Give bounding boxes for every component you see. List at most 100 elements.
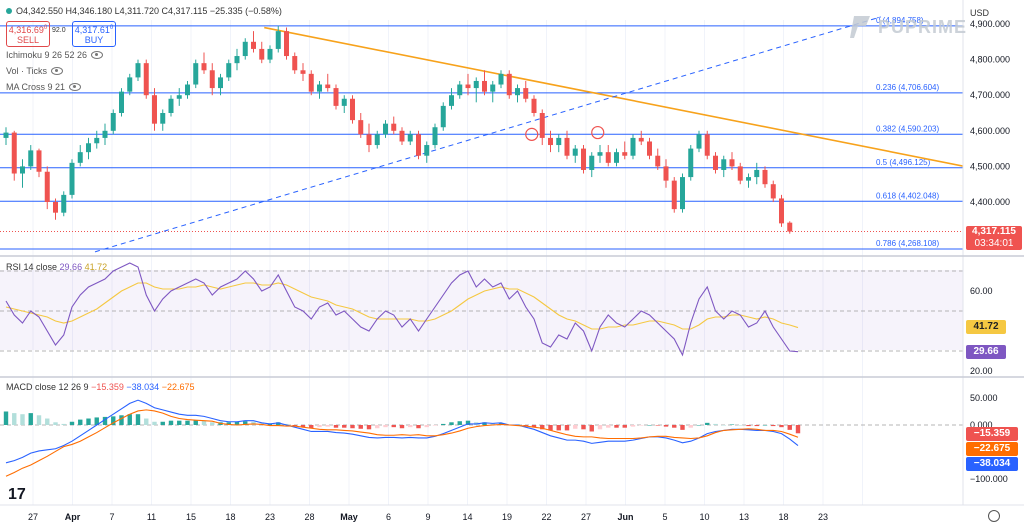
macd-hist-bar [45, 418, 50, 425]
macd-hist-bar [276, 422, 281, 425]
currency-label: USD [970, 8, 990, 18]
macd-hist-bar [36, 415, 42, 425]
buy-sup: 0 [109, 25, 114, 31]
candle-body [531, 98, 537, 113]
candle-body [28, 150, 34, 167]
macd-hist-bar [441, 423, 446, 425]
candle-body [110, 113, 116, 131]
fib-label: 0.382 (4,590.203) [876, 124, 939, 133]
macd-hist-bar [12, 413, 17, 425]
candle-body [432, 127, 438, 146]
macd-hist-bar [663, 425, 669, 427]
sell-sup: 0 [43, 25, 48, 31]
macd-hist-bar [540, 425, 545, 430]
candle-body [77, 152, 83, 163]
candle-body [102, 130, 108, 138]
candle-body [605, 152, 611, 163]
macd-hist-bar [597, 425, 603, 430]
candle-body [655, 155, 661, 167]
price-tick-label: 4,600.000 [970, 126, 1010, 136]
candle-body [218, 77, 223, 89]
settings-gear-icon[interactable] [988, 510, 1000, 522]
macd-hist-bar [457, 421, 462, 425]
rsi-ma-label: 41.72 [966, 320, 1006, 334]
macd-hist-bar [234, 421, 240, 425]
candle-body [465, 84, 471, 89]
candle-body [614, 152, 619, 163]
candle-body [721, 159, 727, 170]
macd-hist-bar [3, 411, 9, 425]
macd-hist-bar [639, 425, 644, 426]
brand-logo: PUPRIME [848, 14, 967, 40]
macd-hist-bar [573, 425, 578, 429]
candle-body [242, 41, 248, 57]
candle-body [11, 132, 17, 174]
macd-hist-bar [746, 425, 751, 427]
macd-hist-bar [185, 420, 190, 425]
macd-hist-bar [177, 420, 182, 425]
macd-hist-bar [325, 425, 330, 427]
macd-hist-bar [589, 425, 594, 432]
rsi-line [5, 262, 799, 357]
candle-body [762, 169, 768, 185]
candle-body [325, 84, 331, 89]
candle-body [482, 80, 487, 92]
macd-hist-bar [614, 425, 619, 428]
candle-body [226, 63, 232, 78]
eye-icon[interactable] [91, 51, 104, 59]
eye-icon[interactable] [69, 83, 82, 91]
macd-hist-bar [383, 425, 388, 428]
candle-body [399, 130, 405, 142]
macd-hist-bar [168, 420, 174, 425]
rsi-band [0, 270, 963, 350]
candle-body [572, 148, 578, 156]
trendlines [94, 16, 1024, 253]
macd-tick-label: 50.000 [970, 393, 998, 403]
rising-trendline [94, 16, 881, 253]
price-tick-label: 4,500.000 [970, 161, 1010, 171]
ohlc-legend: O4,342.550 H4,346.180 L4,311.720 C4,317.… [6, 6, 282, 16]
candle-body [152, 95, 157, 124]
macd-hist-bar [391, 425, 396, 428]
macd-hist-bar [94, 417, 99, 425]
macd-legend: MACD close 12 26 9 −15.359 −38.034 −22.6… [6, 382, 194, 392]
indicator-ma-cross[interactable]: MA Cross 9 21 [6, 82, 82, 92]
candle-body [168, 98, 174, 113]
macd-hist-bar [309, 425, 314, 429]
price-tick-label: 4,800.000 [970, 55, 1010, 65]
candle-body [61, 194, 67, 213]
candles[interactable] [3, 25, 793, 234]
price-tick-label: 4,700.000 [970, 90, 1010, 100]
macd-hist-bar [86, 418, 91, 425]
macd-hist-bar [243, 421, 248, 425]
candle-body [770, 184, 776, 199]
macd-hist-bar [201, 420, 207, 425]
candle-body [160, 113, 166, 124]
candle-body [185, 84, 190, 96]
candle-body [44, 171, 50, 202]
indicator-volume[interactable]: Vol · Ticks [6, 66, 64, 76]
sell-button[interactable]: 4,316.690 SELL [6, 21, 50, 47]
candle-body [523, 88, 529, 99]
macd-hist-bar [680, 425, 685, 430]
indicator-ichimoku[interactable]: Ichimoku 9 26 52 26 [6, 50, 104, 60]
macd-hist-bar [771, 425, 776, 427]
macd-hist-bar [342, 425, 347, 428]
candle-body [69, 162, 75, 195]
macd-hist-bar [317, 425, 322, 428]
rsi-tick-label: 60.00 [970, 286, 993, 296]
buy-button[interactable]: 4,317.610 BUY [72, 21, 116, 47]
macd-hist-bar [531, 425, 537, 428]
macd-hist-bar [564, 425, 570, 431]
candle-body [663, 166, 669, 181]
candle-body [506, 73, 512, 96]
macd-hist-bar [705, 422, 710, 425]
macd-hist-bar [548, 425, 553, 431]
time-tick-label: 23 [265, 512, 275, 522]
candle-body [638, 137, 644, 142]
eye-icon[interactable] [51, 67, 64, 75]
macd-hist-bar [688, 425, 693, 428]
macd-hist-bar [152, 421, 157, 425]
